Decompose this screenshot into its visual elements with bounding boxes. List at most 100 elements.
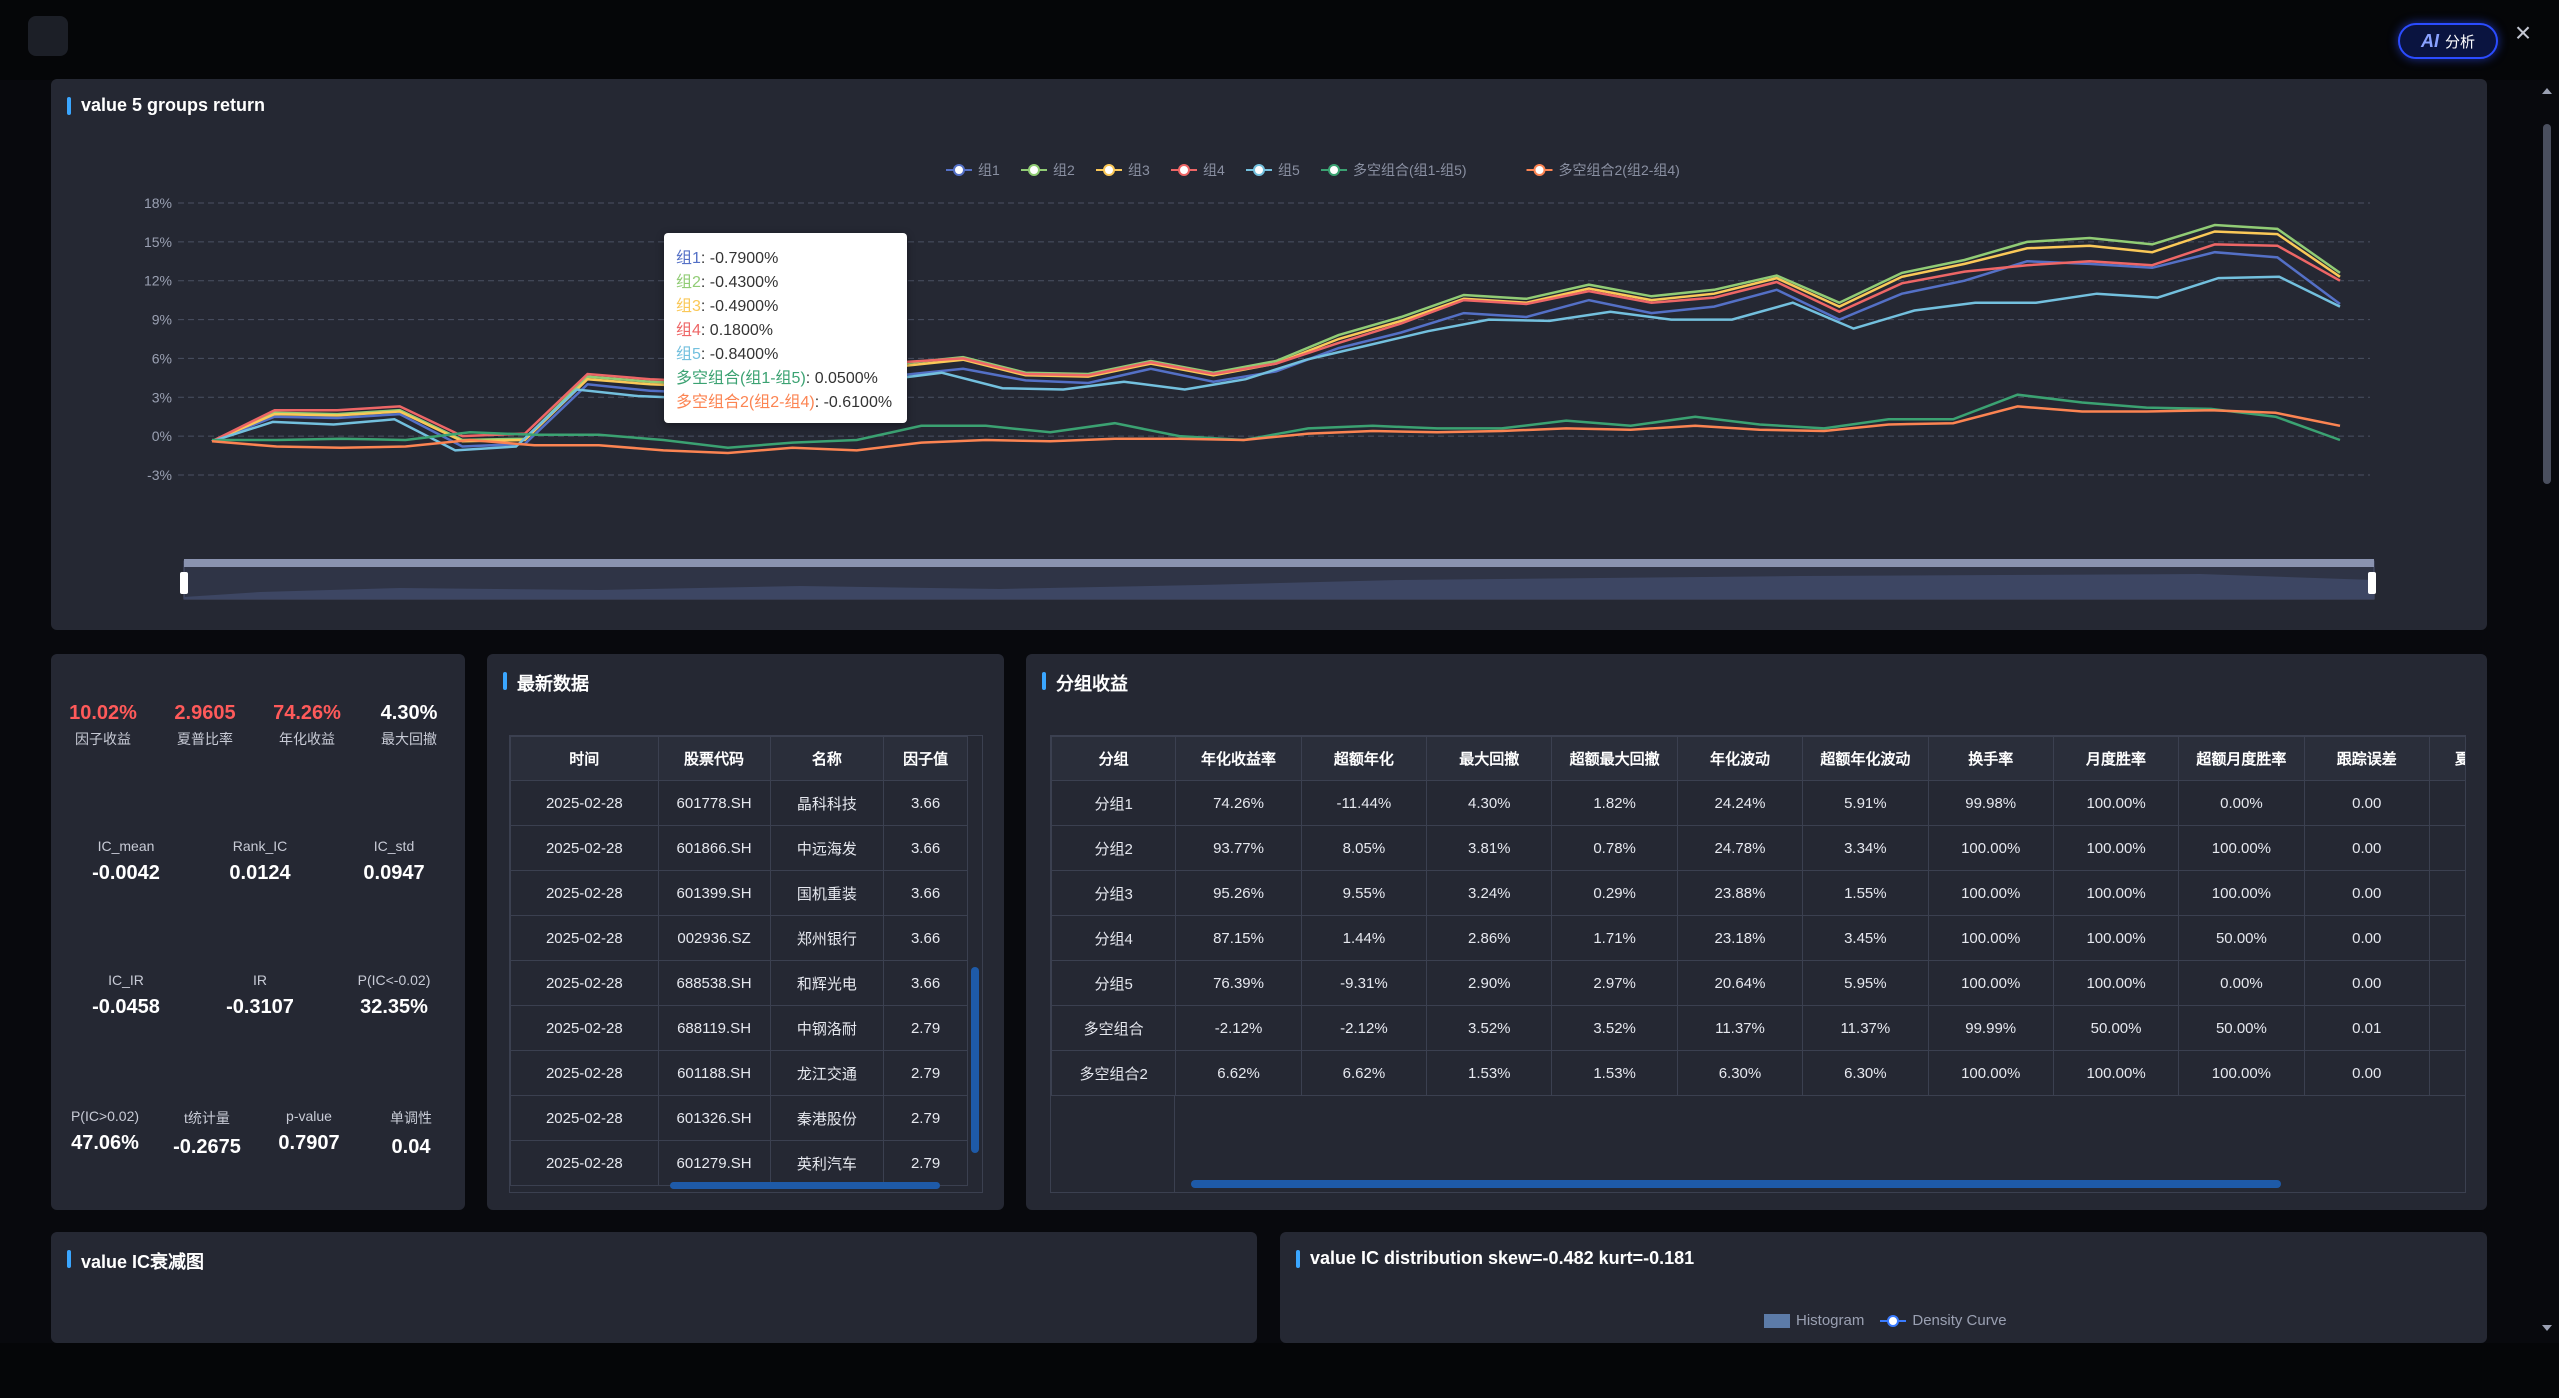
table-cell: 0 xyxy=(2428,1050,2465,1096)
table-cell: - xyxy=(2428,1005,2465,1051)
table-cell: 2025-02-28 xyxy=(510,960,659,1006)
legend-marker-icon xyxy=(1253,164,1265,176)
page-scroll-down-icon[interactable] xyxy=(2542,1325,2552,1331)
column-header[interactable]: 超额年化波动 xyxy=(1802,736,1929,781)
table-row[interactable]: 2025-02-28 601279.SH 英利汽车 2.79 xyxy=(510,1140,968,1186)
column-header[interactable]: 最大回撤 xyxy=(1426,736,1553,781)
group-hscroll[interactable] xyxy=(1181,1178,2461,1190)
table-row[interactable]: 2025-02-28 601778.SH 晶科科技 3.66 xyxy=(510,780,968,826)
table-cell: 3 xyxy=(2428,915,2465,961)
table-cell: 76.39% xyxy=(1175,960,1302,1006)
table-row[interactable]: 2025-02-28 002936.SZ 郑州银行 3.66 xyxy=(510,915,968,961)
tooltip-value: : -0.7900% xyxy=(700,250,779,267)
table-cell: 3.66 xyxy=(883,780,968,826)
legend-histogram[interactable]: Histogram xyxy=(1764,1312,1864,1329)
table-row[interactable]: 2025-02-28 601866.SH 中远海发 3.66 xyxy=(510,825,968,871)
stat-label: 因子收益 xyxy=(75,731,131,747)
table-cell: 中钢洛耐 xyxy=(769,1005,885,1051)
group-hscroll-thumb[interactable] xyxy=(1191,1180,2281,1188)
legend-density-curve[interactable]: Density Curve xyxy=(1880,1312,2007,1329)
table-cell: 多空组合 xyxy=(1051,1005,1177,1051)
legend-item[interactable]: 多空组合2(组2-组4) xyxy=(1526,162,1680,178)
table-cell: 2025-02-28 xyxy=(510,825,659,871)
column-header[interactable]: 股票代码 xyxy=(657,736,771,781)
column-header[interactable]: 超额年化 xyxy=(1300,736,1428,781)
table-row[interactable]: 分组5 76.39% -9.31% 2.90% 2.97% 20.64% 5.95% 100.… xyxy=(1051,960,2465,1006)
stat-label: 最大回撤 xyxy=(381,731,437,747)
table-cell: 4.30% xyxy=(1426,780,1553,826)
column-header[interactable]: 夏普 xyxy=(2428,736,2465,781)
stat-value: 74.26% xyxy=(273,702,341,724)
column-header[interactable]: 分组 xyxy=(1051,736,1177,781)
column-header[interactable]: 超额最大回撤 xyxy=(1551,736,1678,781)
table-cell: 6.30% xyxy=(1676,1050,1804,1096)
table-row[interactable]: 2025-02-28 688538.SH 和辉光电 3.66 xyxy=(510,960,968,1006)
column-header[interactable]: 名称 xyxy=(769,736,885,781)
table-cell: 龙江交通 xyxy=(769,1050,885,1096)
column-header[interactable]: 月度胜率 xyxy=(2052,736,2180,781)
column-header[interactable]: 年化波动 xyxy=(1676,736,1804,781)
latest-vscroll[interactable] xyxy=(968,736,982,1192)
table-row[interactable]: 分组4 87.15% 1.44% 2.86% 1.71% 23.18% 3.45% 100.0… xyxy=(1051,915,2465,961)
tooltip-row: 组1: -0.7900% xyxy=(676,247,895,271)
histogram-label: Histogram xyxy=(1796,1312,1865,1329)
latest-vscroll-thumb[interactable] xyxy=(971,967,979,1153)
column-header[interactable]: 年化收益率 xyxy=(1175,736,1302,781)
page-scrollbar[interactable] xyxy=(2540,80,2554,1340)
table-cell: 688538.SH xyxy=(657,960,771,1006)
stat-cell: P(IC>0.02) 47.06% xyxy=(55,1108,155,1155)
stat-label: IR xyxy=(253,972,267,988)
column-header[interactable]: 时间 xyxy=(510,736,659,781)
data-zoom-slider[interactable] xyxy=(180,559,2376,600)
legend-item[interactable]: 组5 xyxy=(1246,162,1300,178)
column-header[interactable]: 换手率 xyxy=(1927,736,2054,781)
column-header[interactable]: 因子值 xyxy=(883,736,968,781)
table-row[interactable]: 2025-02-28 688119.SH 中钢洛耐 2.79 xyxy=(510,1005,968,1051)
page-scroll-up-icon[interactable] xyxy=(2542,88,2552,94)
legend-label: 组3 xyxy=(1128,162,1150,178)
table-row[interactable]: 多空组合2 6.62% 6.62% 1.53% 1.53% 6.30% 6.30% 100.0… xyxy=(1051,1050,2465,1096)
latest-hscroll-thumb[interactable] xyxy=(670,1182,940,1189)
legend-item[interactable]: 多空组合(组1-组5) xyxy=(1321,162,1467,178)
series-line xyxy=(211,243,2341,443)
table-row[interactable]: 多空组合 -2.12% -2.12% 3.52% 3.52% 11.37% 11.37% 99… xyxy=(1051,1005,2465,1051)
legend-item[interactable]: 组2 xyxy=(1021,162,1075,178)
table-cell: 23.18% xyxy=(1676,915,1804,961)
table-row[interactable]: 分组1 74.26% -11.44% 4.30% 1.82% 24.24% 5.91% 99.… xyxy=(1051,780,2465,826)
latest-hscroll[interactable] xyxy=(660,1180,960,1190)
page-scroll-thumb[interactable] xyxy=(2543,124,2551,484)
table-cell: 0.00 xyxy=(2303,915,2430,961)
table-cell: 多空组合2 xyxy=(1051,1050,1177,1096)
table-cell: 秦港股份 xyxy=(769,1095,885,1141)
table-row[interactable]: 2025-02-28 601326.SH 秦港股份 2.79 xyxy=(510,1095,968,1141)
stat-label: P(IC>0.02) xyxy=(70,1108,140,1124)
legend-item[interactable]: 组1 xyxy=(946,162,1000,178)
column-header[interactable]: 跟踪误差 xyxy=(2303,736,2430,781)
table-row[interactable]: 2025-02-28 601399.SH 国机重装 3.66 xyxy=(510,870,968,916)
table-cell: 5.91% xyxy=(1802,780,1929,826)
legend-item[interactable]: 组3 xyxy=(1096,162,1150,178)
stat-cell: 单调性 0.04 xyxy=(361,1108,461,1159)
column-header[interactable]: 超额月度胜率 xyxy=(2178,736,2305,781)
table-cell: 0.00 xyxy=(2303,1050,2430,1096)
ai-analysis-button[interactable]: AI 分析 xyxy=(2398,23,2498,59)
table-cell: 2.79 xyxy=(883,1140,968,1186)
legend-item[interactable]: 组4 xyxy=(1171,162,1225,178)
legend-label: 组5 xyxy=(1278,162,1300,178)
table-cell: 1.53% xyxy=(1426,1050,1553,1096)
stat-cell: IC_std 0.0947 xyxy=(327,838,461,885)
app-logo-icon xyxy=(28,16,68,56)
stat-label: t统计量 xyxy=(184,1110,230,1126)
stat-label: 单调性 xyxy=(390,1110,432,1126)
close-icon[interactable]: × xyxy=(2514,17,2532,48)
zoom-handle-right[interactable] xyxy=(2368,572,2376,594)
ic-decay-title: value IC衰减图 xyxy=(67,1248,204,1274)
table-row[interactable]: 分组3 95.26% 9.55% 3.24% 0.29% 23.88% 1.55% 100.0… xyxy=(1051,870,2465,916)
chart-title: value 5 groups return xyxy=(67,95,265,116)
table-row[interactable]: 分组2 93.77% 8.05% 3.81% 0.78% 24.78% 3.34% 100.0… xyxy=(1051,825,2465,871)
table-row[interactable]: 2025-02-28 601188.SH 龙江交通 2.79 xyxy=(510,1050,968,1096)
zoom-handle-left[interactable] xyxy=(180,572,188,594)
table-cell: 20.64% xyxy=(1676,960,1804,1006)
zoom-bar[interactable] xyxy=(184,559,2374,567)
tooltip-key: 组5 xyxy=(676,346,701,363)
